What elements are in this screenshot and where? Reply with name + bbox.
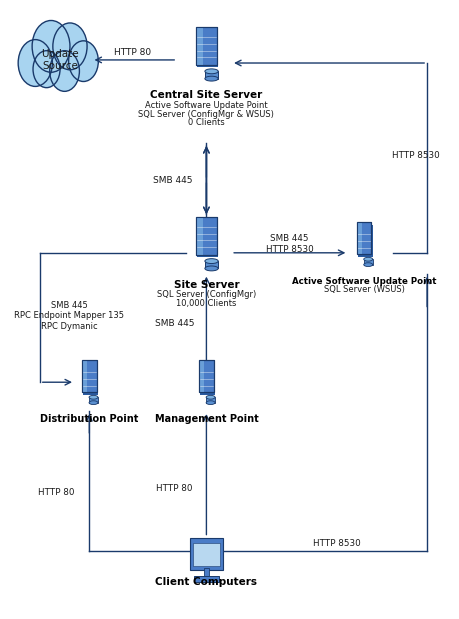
Text: HTTP 8530: HTTP 8530 [391,151,439,160]
Ellipse shape [204,259,218,264]
Text: SMB 445
HTTP 8530: SMB 445 HTTP 8530 [265,235,313,254]
Text: SQL Server (ConfigMgr & WSUS): SQL Server (ConfigMgr & WSUS) [138,110,274,119]
Text: SQL Server (WSUS): SQL Server (WSUS) [323,285,403,293]
FancyBboxPatch shape [199,360,213,392]
Text: Management Point: Management Point [154,414,258,424]
Ellipse shape [204,266,218,271]
FancyBboxPatch shape [196,27,203,65]
Text: Active Software Update Point: Active Software Update Point [291,277,435,285]
FancyBboxPatch shape [197,219,218,257]
Text: HTTP 8530: HTTP 8530 [313,539,360,548]
FancyBboxPatch shape [89,397,98,403]
Text: SMB 445: SMB 445 [155,319,194,327]
FancyBboxPatch shape [206,397,214,403]
FancyBboxPatch shape [363,259,372,265]
Ellipse shape [89,400,98,405]
Ellipse shape [204,76,218,81]
FancyBboxPatch shape [190,538,222,570]
Ellipse shape [204,69,218,74]
FancyBboxPatch shape [204,261,218,269]
Text: HTTP 80: HTTP 80 [156,483,192,493]
FancyBboxPatch shape [199,360,204,392]
Text: Client Computers: Client Computers [155,578,257,587]
Circle shape [18,40,52,87]
Ellipse shape [363,263,372,267]
Text: SQL Server (ConfigMgr): SQL Server (ConfigMgr) [157,290,256,299]
FancyBboxPatch shape [200,363,214,395]
FancyBboxPatch shape [193,543,219,566]
FancyBboxPatch shape [357,225,372,257]
FancyBboxPatch shape [196,217,216,254]
Text: Update
Source: Update Source [41,49,78,71]
Text: SMB 445: SMB 445 [152,176,192,184]
Text: 10,000 Clients: 10,000 Clients [176,299,236,308]
Circle shape [68,41,98,82]
Text: 0 Clients: 0 Clients [188,118,224,128]
Text: SMB 445
RPC Endpoint Mapper 135
RPC Dymanic: SMB 445 RPC Endpoint Mapper 135 RPC Dyma… [14,301,124,331]
FancyBboxPatch shape [193,576,218,582]
Ellipse shape [206,396,214,399]
Text: HTTP 80: HTTP 80 [113,48,151,57]
FancyBboxPatch shape [203,568,209,578]
FancyBboxPatch shape [196,27,216,65]
FancyBboxPatch shape [197,30,218,67]
FancyBboxPatch shape [204,71,218,79]
FancyBboxPatch shape [356,222,361,254]
FancyBboxPatch shape [196,217,203,254]
Text: Active Software Update Point: Active Software Update Point [145,101,267,110]
FancyBboxPatch shape [356,222,371,254]
Circle shape [53,23,87,70]
Text: Site Server: Site Server [173,280,239,290]
FancyBboxPatch shape [82,360,96,392]
Circle shape [32,20,70,72]
Text: Distribution Point: Distribution Point [40,414,138,424]
Text: HTTP 80: HTTP 80 [38,488,74,497]
Text: Central Site Server: Central Site Server [150,90,262,100]
FancyBboxPatch shape [83,363,98,395]
FancyBboxPatch shape [82,360,87,392]
Circle shape [50,51,79,92]
Ellipse shape [206,400,214,405]
Ellipse shape [363,258,372,261]
Ellipse shape [89,396,98,399]
Circle shape [33,51,60,88]
